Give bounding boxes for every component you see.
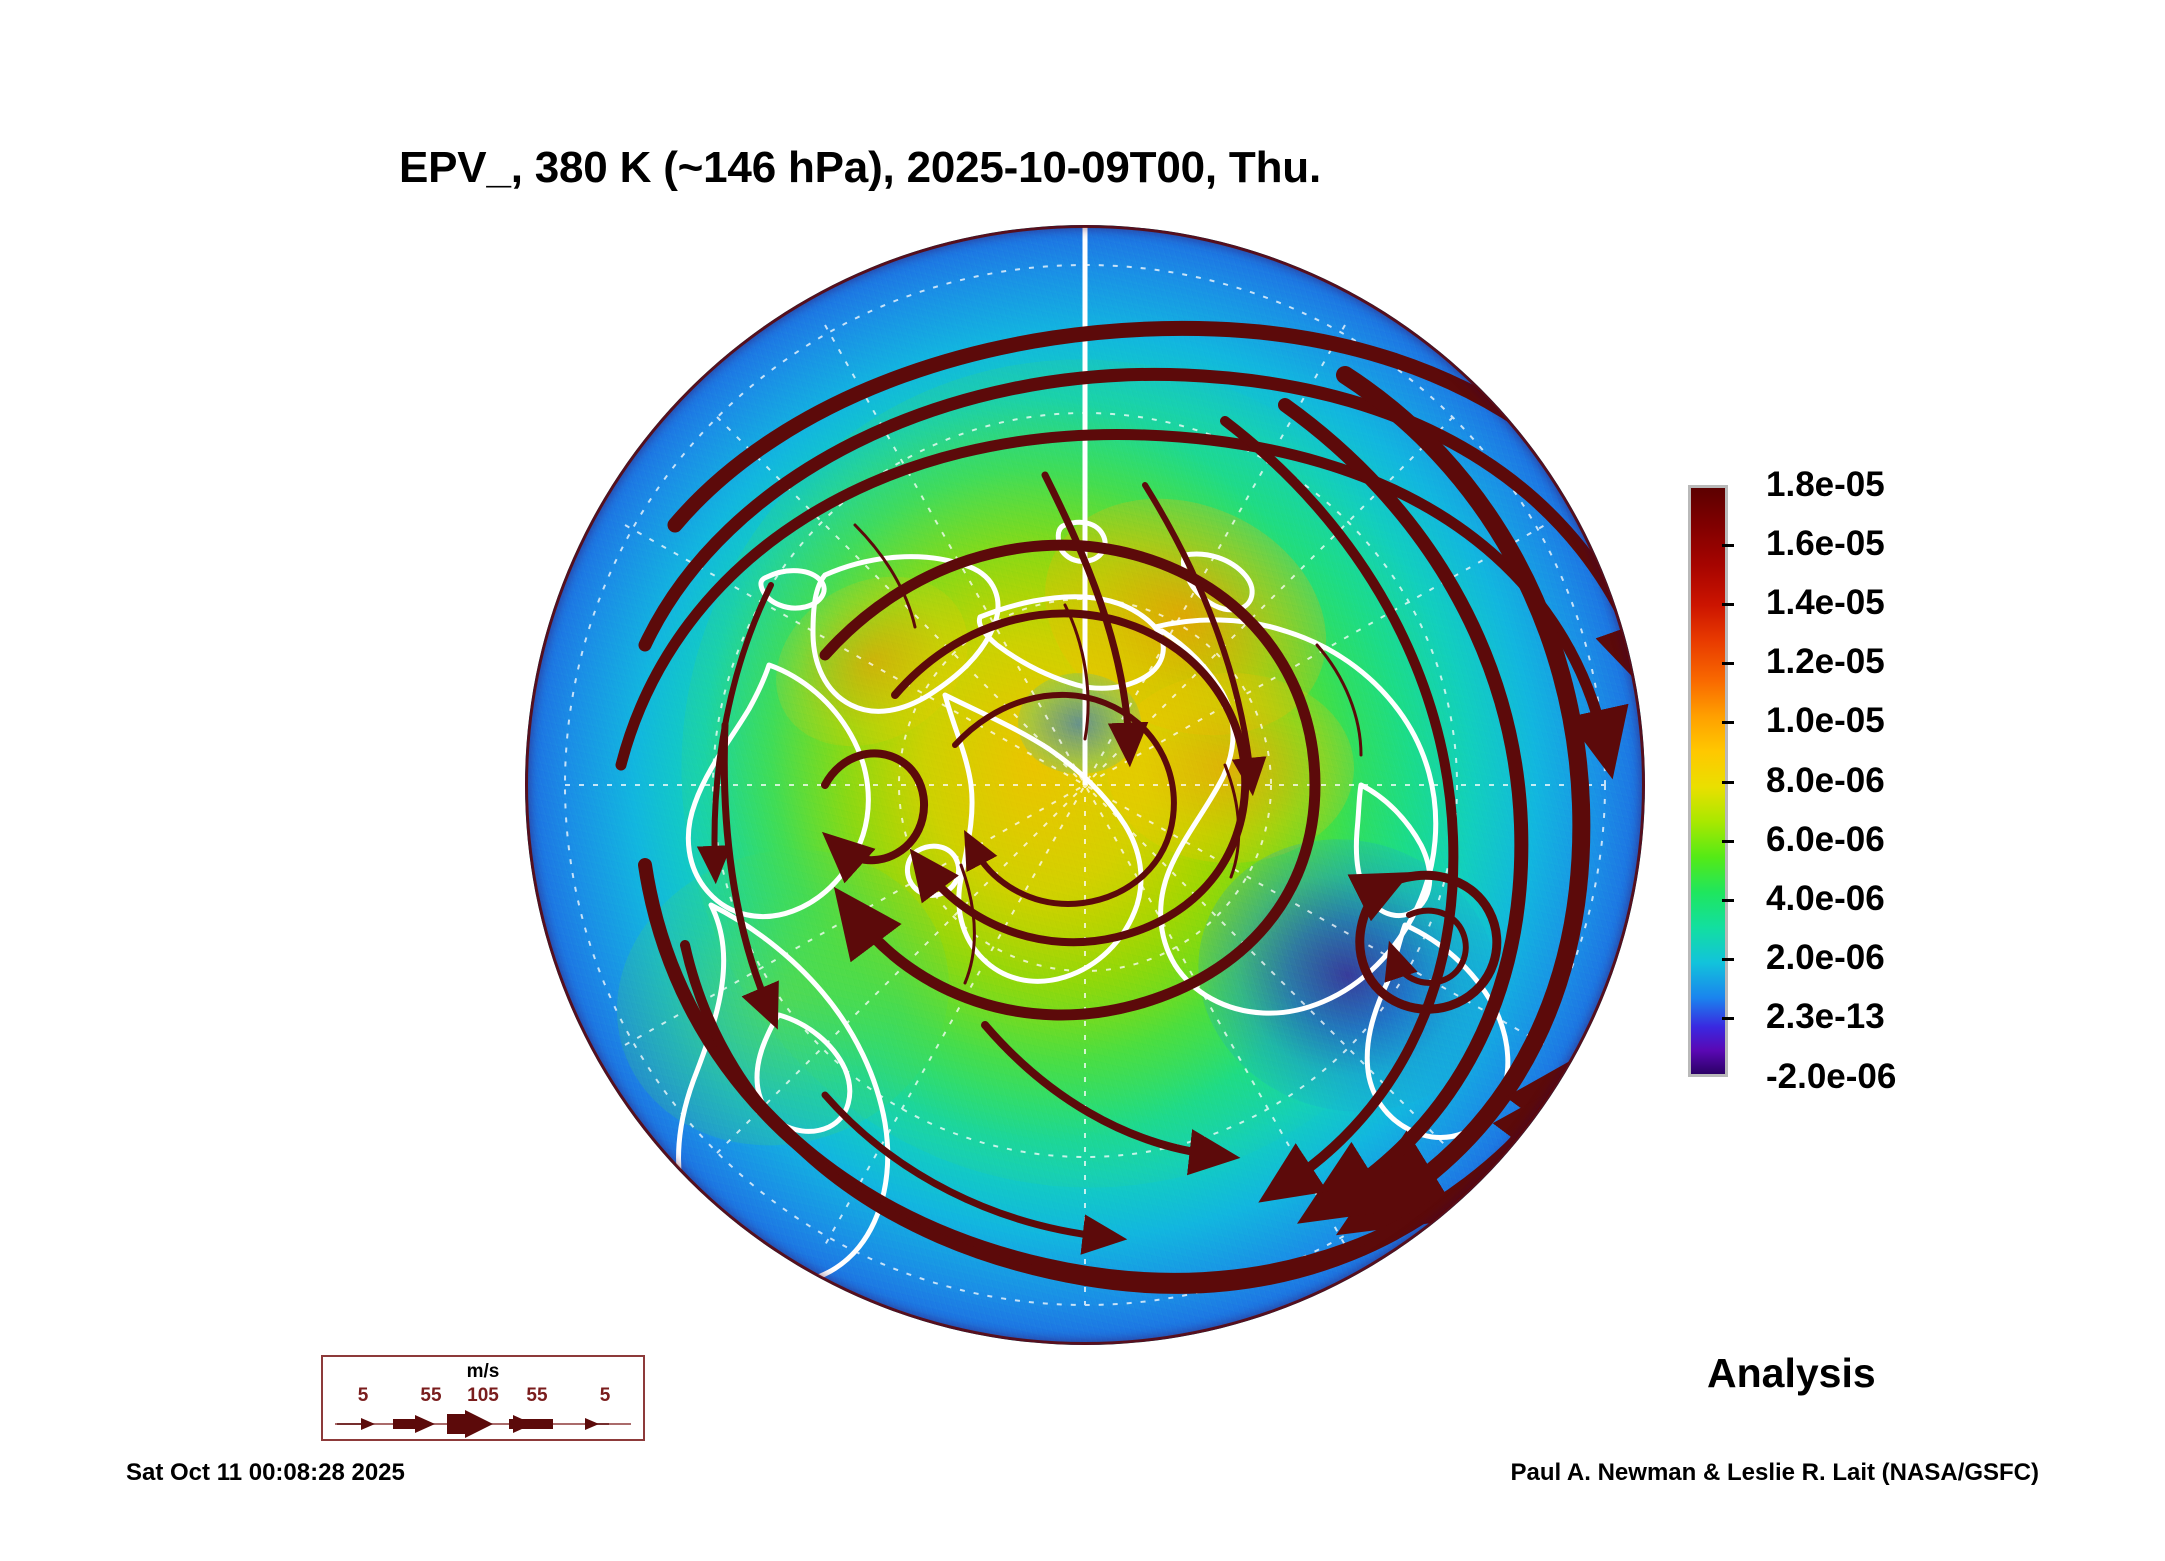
page-title: EPV_, 380 K (~146 hPa), 2025-10-09T00, T…: [399, 143, 1321, 192]
colorbar-tick: [1722, 603, 1734, 606]
colorbar-tick: [1722, 1017, 1734, 1020]
wind-legend-arrow-scale: [335, 1410, 631, 1438]
colorbar-label: -2.0e-06: [1766, 1057, 1897, 1096]
colorbar-label: 1.2e-05: [1766, 642, 1885, 681]
wind-legend-value: 55: [526, 1385, 548, 1406]
wind-legend-unit: m/s: [466, 1361, 500, 1382]
wind-legend-value: 5: [599, 1385, 611, 1406]
polar-stereographic-map[interactable]: [525, 225, 1645, 1345]
colorbar-label: 1.6e-05: [1766, 524, 1885, 563]
colorbar-label: 1.8e-05: [1766, 465, 1885, 504]
analysis-label: Analysis: [1707, 1350, 1876, 1396]
colorbar-tick: [1722, 958, 1734, 961]
globe-disc: [525, 225, 1645, 1345]
colorbar-label: 4.0e-06: [1766, 879, 1885, 918]
colorbar-tick-labels: 1.8e-05 1.6e-05 1.4e-05 1.2e-05 1.0e-05 …: [1766, 465, 2026, 1096]
colorbar-label: 6.0e-06: [1766, 820, 1885, 859]
colorbar-tick: [1722, 899, 1734, 902]
colorbar-label: 2.3e-13: [1766, 997, 1885, 1036]
colorbar-label: 1.0e-05: [1766, 701, 1885, 740]
wind-streamlines: [615, 320, 1643, 1294]
map-overlays: [564, 227, 1643, 1306]
colorbar-tick: [1722, 781, 1734, 784]
generation-timestamp: Sat Oct 11 00:08:28 2025: [126, 1459, 405, 1486]
colorbar-tick: [1722, 544, 1734, 547]
wind-speed-legend: m/s 5 55 105 55 5: [321, 1355, 645, 1441]
colorbar-tick: [1722, 662, 1734, 665]
colorbar-label: 8.0e-06: [1766, 761, 1885, 800]
colorbar-tick: [1722, 840, 1734, 843]
author-credit: Paul A. Newman & Leslie R. Lait (NASA/GS…: [1510, 1459, 2039, 1486]
colorbar-label: 2.0e-06: [1766, 938, 1885, 977]
colorbar: [1688, 485, 1734, 1077]
colorbar-tick: [1722, 721, 1734, 724]
wind-legend-value: 5: [357, 1385, 369, 1406]
wind-legend-value: 105: [467, 1385, 499, 1406]
wind-legend-value: 55: [420, 1385, 442, 1406]
colorbar-label: 1.4e-05: [1766, 583, 1885, 622]
